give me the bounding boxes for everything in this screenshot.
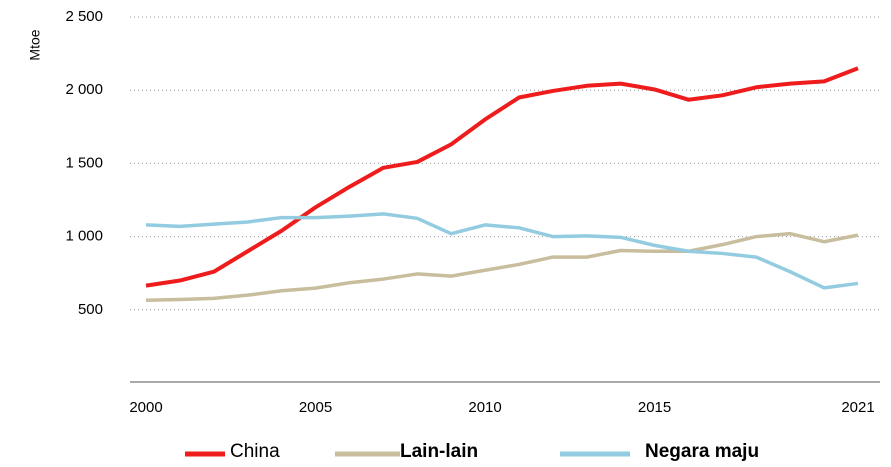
x-tick-label: 2015 bbox=[638, 399, 671, 416]
y-tick-label: 2 500 bbox=[65, 8, 103, 25]
x-tick-label: 2010 bbox=[468, 399, 501, 416]
series-line bbox=[145, 212, 859, 290]
x-tick-label: 2000 bbox=[129, 399, 162, 416]
legend-label: Lain-lain bbox=[400, 441, 478, 462]
y-tick-label: 1 500 bbox=[65, 154, 103, 171]
y-tick-label: 500 bbox=[78, 301, 103, 318]
x-tick-label: 2021 bbox=[841, 399, 874, 416]
legend-label: Negara maju bbox=[645, 441, 759, 462]
x-tick-label: 2005 bbox=[299, 399, 332, 416]
y-tick-label: 1 000 bbox=[65, 228, 103, 245]
legend-label: China bbox=[230, 441, 280, 462]
series-line bbox=[145, 66, 859, 288]
y-axis-label: Mtoe bbox=[27, 29, 43, 60]
series-line bbox=[145, 231, 859, 303]
y-tick-label: 2 000 bbox=[65, 81, 103, 98]
